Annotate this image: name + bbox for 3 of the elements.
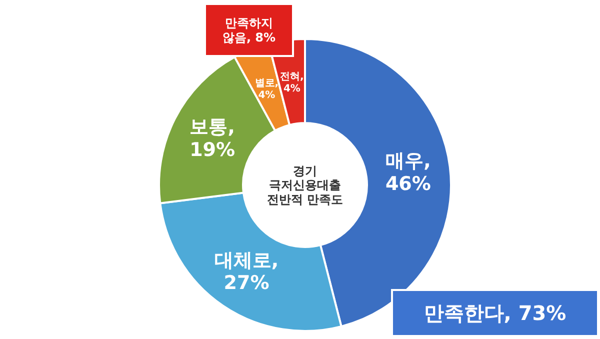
annotation: 만족한다, 73% <box>391 289 599 337</box>
annotation: 만족하지 않음, 8% <box>204 3 294 57</box>
title: 경기 극저신용대출 전반적 만족도 <box>266 164 344 207</box>
